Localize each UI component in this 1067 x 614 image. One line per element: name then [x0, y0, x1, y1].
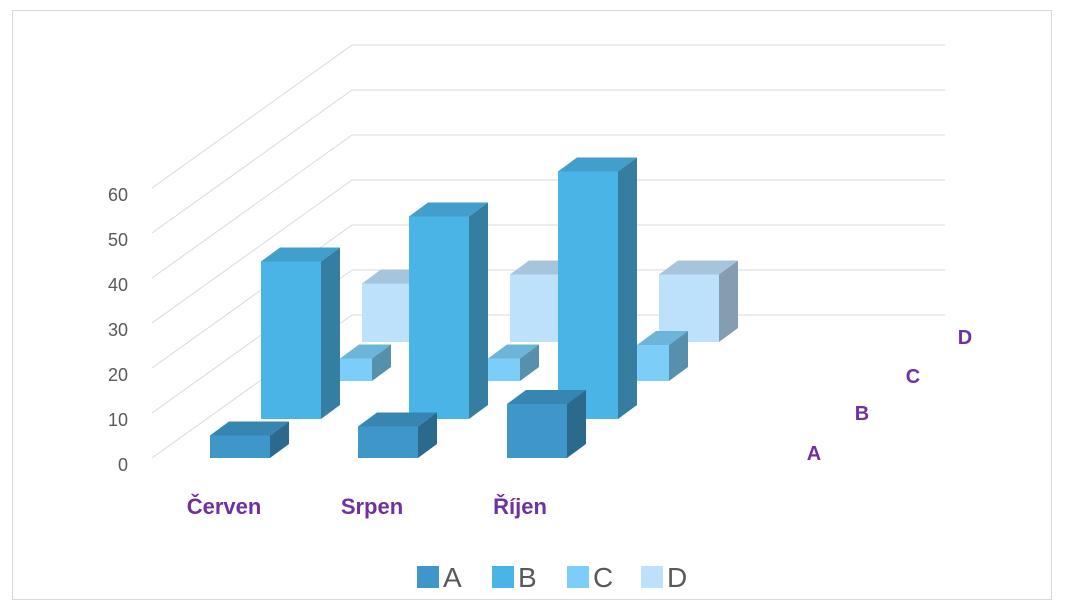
gridline-diagonal [151, 179, 353, 324]
y-tick-label: 20 [108, 365, 128, 385]
series-axis-label: A [807, 443, 821, 465]
series-axis-label: C [906, 366, 920, 388]
bar-top-face [261, 247, 340, 262]
bar-A-1 [358, 412, 437, 458]
bar-side-face [719, 260, 738, 342]
y-tick-label: 40 [108, 275, 128, 295]
legend-item-A: A [417, 562, 462, 593]
bar-top-face [488, 344, 539, 359]
bar-side-face [321, 247, 340, 419]
y-tick-label: 0 [118, 455, 128, 475]
bar-A-0 [210, 421, 289, 458]
bar-front-face [558, 171, 618, 419]
bar-top-face [659, 260, 738, 275]
bar-side-face [669, 331, 688, 381]
bar-front-face [659, 274, 719, 342]
legend-swatch [417, 566, 439, 588]
gridline-diagonal [151, 89, 353, 234]
series-axis-label: B [855, 403, 869, 425]
category-label: Srpen [341, 494, 403, 519]
gridline-diagonal [151, 134, 353, 279]
bar-front-face [261, 261, 321, 419]
legend: A B C D [417, 562, 687, 593]
bar-side-face [567, 390, 586, 458]
legend-label: A [443, 562, 462, 593]
legend-swatch [641, 566, 663, 588]
bar-side-face [418, 412, 437, 458]
bar-D-2 [659, 260, 738, 342]
bar-C-0 [340, 344, 391, 381]
legend-label: D [667, 562, 687, 593]
bar-side-face [618, 157, 637, 419]
y-axis-ticks: 0 10 20 30 40 50 60 [108, 185, 128, 475]
bar-B-2 [558, 157, 637, 419]
category-labels: Červen Srpen Říjen [187, 494, 547, 519]
bar-top-face [637, 331, 688, 345]
bars [210, 157, 738, 458]
bar-front-face [358, 426, 418, 458]
bar-B-0 [261, 247, 340, 419]
bar-top-face [340, 344, 391, 359]
legend-label: B [518, 562, 537, 593]
bar-front-face [507, 404, 567, 458]
bar-top-face [210, 421, 289, 436]
legend-item-C: C [567, 562, 613, 593]
legend-item-D: D [641, 562, 687, 593]
category-label: Červen [187, 494, 262, 519]
bar-side-face [270, 421, 289, 458]
bar-top-face [409, 202, 488, 217]
bar-front-face [488, 358, 520, 381]
bar-top-face [558, 157, 637, 172]
bar-top-face [358, 412, 437, 427]
legend-swatch [567, 566, 589, 588]
bar-A-2 [507, 390, 586, 458]
bar-front-face [340, 358, 372, 381]
bar-B-1 [409, 202, 488, 419]
y-tick-label: 50 [108, 230, 128, 250]
category-label: Říjen [493, 494, 547, 519]
bar-side-face [469, 202, 488, 419]
bar-side-face [372, 344, 391, 381]
bar-front-face [409, 216, 469, 419]
bar-front-face [637, 345, 669, 381]
legend-label: C [593, 562, 613, 593]
gridline-diagonal [151, 44, 353, 189]
series-axis-label: D [958, 327, 972, 349]
legend-swatch [492, 566, 514, 588]
bar-top-face [507, 390, 586, 404]
bar-C-1 [488, 344, 539, 381]
y-tick-label: 10 [108, 410, 128, 430]
bar-side-face [520, 344, 539, 381]
bar-front-face [210, 435, 270, 458]
legend-item-B: B [492, 562, 537, 593]
y-tick-label: 30 [108, 320, 128, 340]
series-depth-labels: A B C D [807, 327, 972, 465]
bar-C-2 [637, 331, 688, 381]
y-tick-label: 60 [108, 185, 128, 205]
